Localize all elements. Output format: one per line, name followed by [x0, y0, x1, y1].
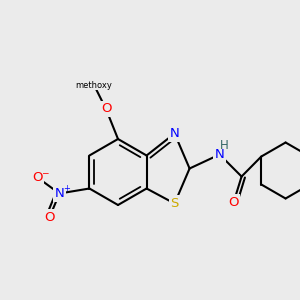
Text: N: N — [215, 148, 224, 161]
Text: O: O — [44, 211, 55, 224]
Text: −: − — [41, 168, 48, 177]
Text: +: + — [63, 184, 70, 193]
Text: methoxy: methoxy — [76, 80, 112, 89]
Text: H: H — [220, 139, 229, 152]
Text: N: N — [55, 187, 64, 200]
Text: N: N — [170, 127, 179, 140]
Text: O: O — [101, 103, 111, 116]
Text: O: O — [228, 196, 239, 209]
Text: O: O — [32, 171, 43, 184]
Text: S: S — [170, 197, 179, 210]
Text: N: N — [55, 187, 64, 200]
